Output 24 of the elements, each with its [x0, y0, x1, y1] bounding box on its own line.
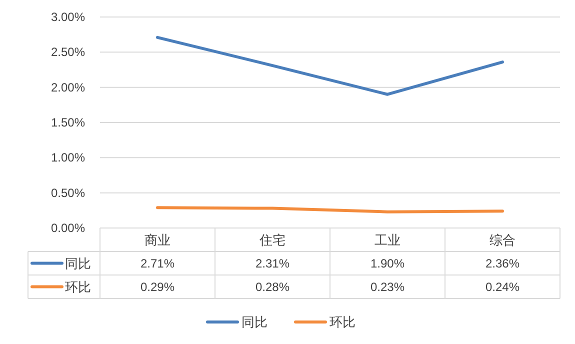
legend-label: 环比	[65, 279, 91, 294]
y-tick-label: 0.50%	[50, 186, 86, 200]
y-tick-label: 3.00%	[50, 10, 86, 24]
data-label: 0.28%	[255, 280, 290, 294]
data-label: 0.23%	[370, 280, 405, 294]
data-label: 2.31%	[255, 256, 290, 270]
data-label: 0.24%	[485, 280, 520, 294]
legend-label: 同比	[65, 256, 91, 271]
x-tick-label: 商业	[144, 232, 170, 248]
y-tick-label: 1.00%	[50, 150, 86, 165]
y-tick-label: 2.50%	[50, 45, 86, 60]
y-tick-label: 1.50%	[50, 116, 86, 130]
text: 环比	[330, 314, 356, 330]
x-tick-label: 工业	[374, 232, 400, 248]
x-tick-label: 综合	[490, 232, 516, 248]
y-tick-label: 0.00%	[50, 221, 86, 235]
data-label: 1.90%	[370, 256, 405, 270]
line-series	[156, 36, 504, 96]
data-label: 2.36%	[485, 256, 520, 270]
data-label: 0.29%	[140, 280, 175, 294]
text: 同比	[242, 314, 268, 330]
data-label: 2.71%	[140, 256, 175, 270]
x-tick-label: 住宅	[258, 232, 286, 248]
y-tick-label: 2.00%	[50, 80, 86, 94]
